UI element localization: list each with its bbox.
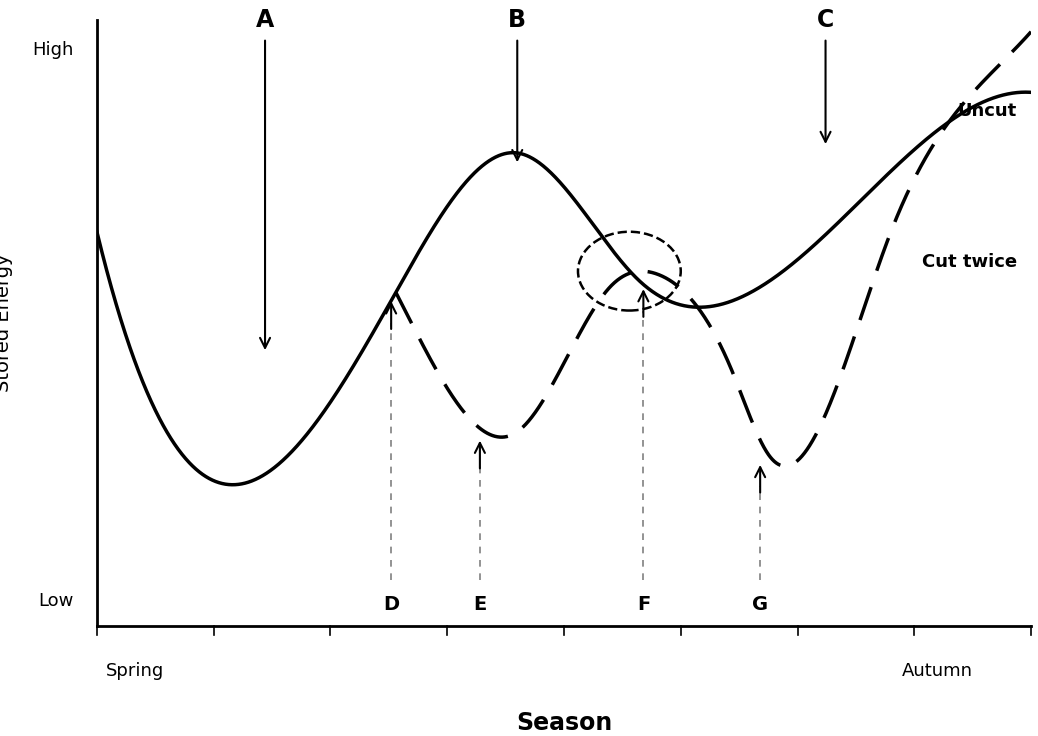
Text: G: G: [753, 595, 768, 615]
Text: B: B: [509, 8, 526, 32]
Text: Spring: Spring: [106, 662, 164, 680]
Text: Stored Energy: Stored Energy: [0, 253, 12, 392]
Text: Season: Season: [516, 710, 612, 735]
Text: Uncut: Uncut: [958, 102, 1017, 119]
Text: Low: Low: [38, 592, 74, 610]
Text: Cut twice: Cut twice: [922, 253, 1017, 271]
Text: A: A: [256, 8, 274, 32]
Text: D: D: [383, 595, 400, 615]
Text: E: E: [473, 595, 487, 615]
Text: C: C: [817, 8, 835, 32]
Text: Autumn: Autumn: [902, 662, 974, 680]
Text: High: High: [32, 41, 74, 59]
Text: F: F: [636, 595, 650, 615]
